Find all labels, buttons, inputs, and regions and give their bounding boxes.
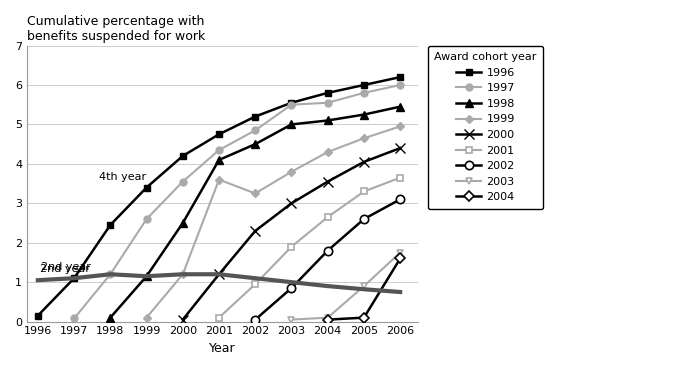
1997	[396, 83, 405, 87]
Text: 4th year: 4th year	[99, 172, 146, 182]
2000	[215, 272, 223, 276]
1998	[251, 142, 260, 147]
Line: 1999: 1999	[144, 124, 403, 320]
1999	[178, 272, 187, 276]
2004	[396, 256, 405, 261]
1999	[142, 315, 150, 320]
1996	[106, 223, 115, 227]
2001	[215, 315, 223, 320]
1996	[287, 101, 295, 105]
2002	[360, 217, 368, 221]
1999	[360, 136, 368, 141]
Line: 1996: 1996	[34, 74, 404, 319]
2003	[287, 317, 295, 322]
Line: 2004: 2004	[324, 255, 404, 323]
1999	[396, 124, 405, 129]
1997	[287, 102, 295, 107]
2002	[287, 286, 295, 290]
1996	[70, 276, 78, 280]
1997	[106, 272, 115, 276]
Line: 2000: 2000	[178, 143, 405, 324]
2000	[287, 201, 295, 205]
1998	[178, 221, 187, 225]
2001	[323, 215, 332, 219]
2003	[396, 250, 405, 255]
2001	[251, 282, 260, 286]
2001	[396, 175, 405, 180]
Legend: 1996, 1997, 1998, 1999, 2000, 2001, 2002, 2003, 2004: 1996, 1997, 1998, 1999, 2000, 2001, 2002…	[428, 46, 543, 209]
Line: 2002: 2002	[251, 195, 405, 324]
Text: 2nd year: 2nd year	[41, 262, 92, 272]
1997	[360, 91, 368, 95]
1996	[396, 75, 405, 79]
2003	[360, 284, 368, 288]
1997	[178, 179, 187, 184]
2001	[360, 189, 368, 194]
1996	[251, 114, 260, 119]
Line: 2003: 2003	[288, 249, 404, 323]
1999	[251, 191, 260, 196]
1996	[34, 313, 42, 318]
Line: 1998: 1998	[106, 102, 405, 322]
X-axis label: Year: Year	[209, 342, 236, 355]
1997	[215, 148, 223, 152]
2000	[323, 179, 332, 184]
2000	[251, 229, 260, 233]
1998	[323, 118, 332, 123]
2004	[360, 315, 368, 320]
1999	[215, 177, 223, 182]
2000	[178, 317, 187, 322]
1998	[396, 104, 405, 109]
1998	[287, 122, 295, 127]
1996	[215, 132, 223, 137]
1999	[287, 169, 295, 174]
Text: 2nd year: 2nd year	[40, 264, 90, 274]
Line: 2001: 2001	[216, 174, 404, 321]
2001	[287, 245, 295, 249]
Text: Cumulative percentage with
benefits suspended for work: Cumulative percentage with benefits susp…	[27, 15, 205, 43]
1996	[323, 91, 332, 95]
2002	[396, 197, 405, 202]
1998	[360, 112, 368, 117]
1998	[215, 158, 223, 162]
1996	[142, 185, 150, 190]
Line: 1997: 1997	[71, 81, 404, 322]
1997	[251, 128, 260, 132]
2002	[323, 248, 332, 253]
2000	[360, 160, 368, 164]
1997	[142, 217, 150, 221]
2003	[323, 315, 332, 320]
2002	[251, 317, 260, 322]
2000	[396, 146, 405, 150]
2004	[323, 317, 332, 322]
1999	[323, 150, 332, 154]
1996	[360, 83, 368, 87]
1997	[323, 101, 332, 105]
1998	[106, 315, 115, 320]
1997	[70, 316, 78, 321]
1998	[142, 274, 150, 279]
1996	[178, 154, 187, 158]
